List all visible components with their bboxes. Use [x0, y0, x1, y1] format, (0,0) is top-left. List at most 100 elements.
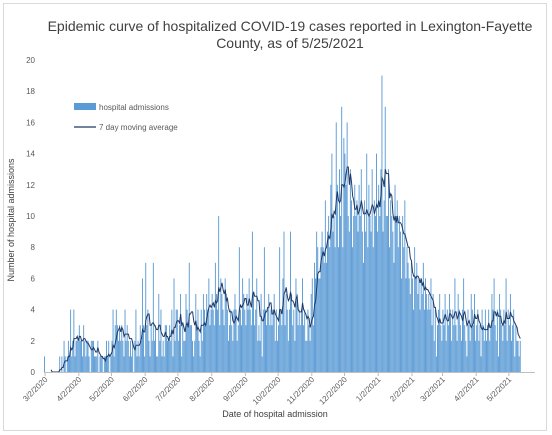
- bar: [150, 325, 152, 372]
- bar: [481, 309, 483, 372]
- bar: [365, 231, 367, 372]
- bar: [403, 247, 405, 372]
- bar: [140, 340, 142, 372]
- bar: [156, 356, 158, 372]
- y-tick-label: 12: [26, 181, 35, 190]
- bar: [299, 325, 301, 372]
- bar: [197, 309, 199, 372]
- bar: [361, 231, 363, 372]
- bar: [111, 340, 113, 372]
- bar: [433, 340, 435, 372]
- x-tick-label: 3/2/2020: [21, 375, 50, 404]
- bar: [233, 309, 235, 372]
- bar: [314, 262, 315, 372]
- bar: [103, 356, 105, 372]
- bar: [135, 309, 137, 372]
- bar: [505, 278, 507, 372]
- bar: [147, 309, 149, 372]
- bar: [400, 231, 401, 372]
- bar: [345, 184, 347, 372]
- bar: [139, 325, 141, 372]
- bar: [241, 325, 242, 372]
- bar: [336, 184, 338, 372]
- bar: [466, 356, 468, 372]
- bar: [334, 247, 336, 372]
- bar: [202, 294, 204, 372]
- bar: [107, 356, 109, 372]
- legend: hospital admissions 7 day moving average: [74, 103, 178, 132]
- bar: [260, 294, 262, 372]
- bar: [499, 294, 501, 372]
- bar: [404, 200, 406, 372]
- bar: [155, 325, 156, 372]
- bar: [253, 294, 254, 372]
- bar: [318, 278, 320, 372]
- bar: [145, 262, 147, 372]
- bar: [311, 278, 313, 372]
- bar: [333, 216, 335, 372]
- bar: [265, 309, 266, 372]
- bar: [126, 325, 128, 372]
- bar: [406, 247, 408, 372]
- moving-average-series: [50, 166, 521, 373]
- x-tick-label: 8/2/2020: [188, 375, 217, 404]
- bar: [225, 294, 227, 372]
- bar: [423, 309, 425, 372]
- bar: [368, 184, 370, 372]
- bar: [312, 325, 314, 372]
- bar: [389, 247, 391, 372]
- bar: [492, 309, 494, 372]
- bar: [136, 356, 138, 372]
- bar: [308, 325, 310, 372]
- bar: [174, 340, 176, 372]
- bar: [268, 294, 270, 372]
- bar: [371, 169, 373, 372]
- bar: [367, 247, 369, 372]
- bar: [122, 340, 124, 372]
- x-tick-label: 7/2/2020: [154, 375, 183, 404]
- bar: [220, 278, 222, 372]
- bar: [480, 356, 482, 372]
- bar: [210, 309, 212, 372]
- bar: [317, 247, 319, 372]
- bar: [229, 325, 231, 372]
- bar: [429, 309, 431, 372]
- bar: [86, 340, 88, 372]
- bar: [364, 200, 366, 372]
- bar: [101, 356, 103, 372]
- bar: [132, 340, 134, 372]
- bar: [88, 356, 90, 372]
- bar: [149, 356, 151, 372]
- y-tick-label: 4: [31, 306, 36, 315]
- bar: [343, 138, 345, 372]
- bar: [474, 294, 475, 372]
- bar: [451, 340, 453, 372]
- bar: [168, 340, 170, 372]
- bar: [488, 309, 490, 372]
- bar: [385, 216, 387, 372]
- bar: [503, 309, 505, 372]
- bar: [211, 294, 213, 372]
- bar: [273, 294, 275, 372]
- bar: [322, 247, 324, 372]
- bar: [116, 325, 118, 372]
- bar: [76, 340, 78, 372]
- bar: [236, 340, 238, 372]
- bar: [518, 356, 520, 372]
- bar: [339, 169, 340, 372]
- bar: [173, 278, 175, 372]
- bar: [511, 340, 512, 372]
- chart-title: Epidemic curve of hospitalized COVID-19 …: [40, 18, 540, 52]
- y-tick-label: 0: [31, 368, 36, 377]
- bar: [221, 294, 223, 372]
- bar: [378, 184, 380, 372]
- bar: [457, 294, 459, 372]
- bar: [315, 278, 317, 372]
- bar: [81, 340, 82, 372]
- bar: [426, 294, 428, 372]
- bar: [323, 262, 325, 372]
- x-tick-label: 11/2/2020: [285, 375, 316, 406]
- bar: [310, 294, 312, 372]
- bar: [506, 340, 508, 372]
- bar: [448, 294, 450, 372]
